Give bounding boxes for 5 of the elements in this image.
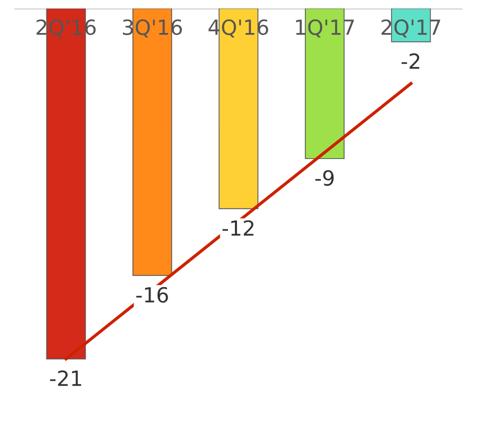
data-label: -9 (315, 170, 334, 186)
data-label: -16 (136, 286, 168, 303)
data-label: -21 (50, 370, 82, 386)
data-label: -12 (222, 220, 254, 236)
data-label: -2 (402, 53, 420, 69)
